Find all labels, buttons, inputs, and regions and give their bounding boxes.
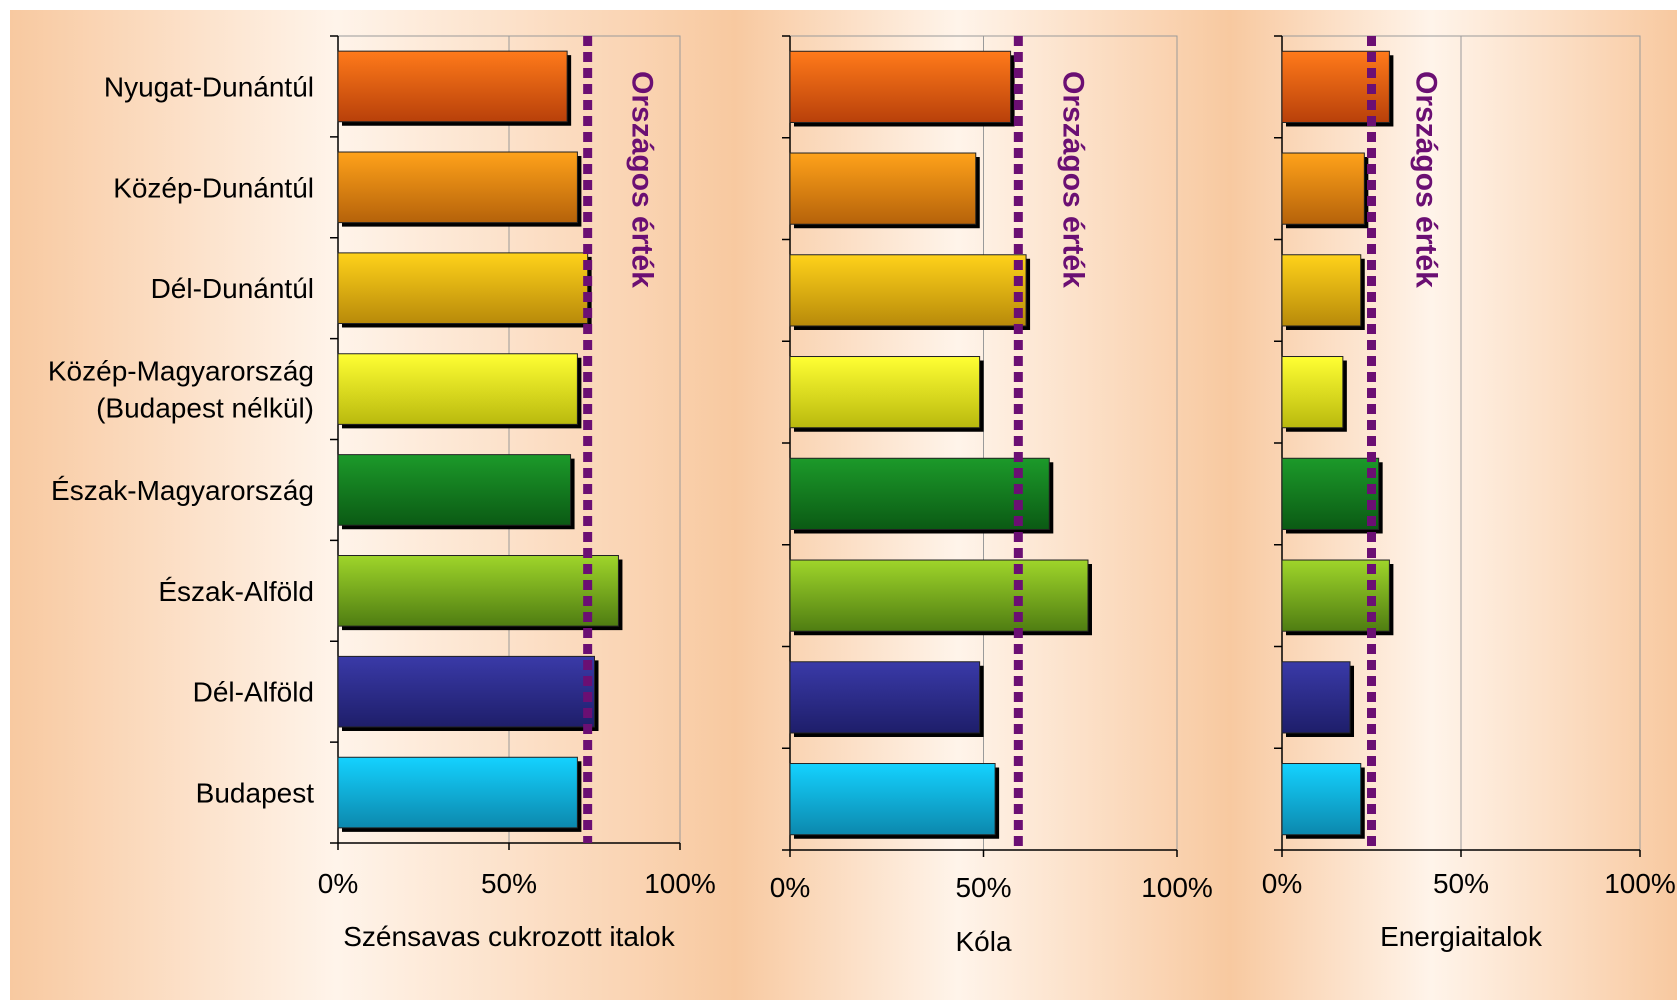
- bar: [337, 555, 619, 627]
- bar: [337, 50, 568, 123]
- bar: [1281, 763, 1362, 836]
- x-tick-label: 100%: [1141, 872, 1213, 903]
- reference-line-label: Országos érték: [1056, 71, 1089, 288]
- x-axis-label: Energiaitalok: [1380, 921, 1543, 952]
- x-tick-label: 100%: [644, 868, 716, 899]
- bar: [1281, 356, 1344, 429]
- chart-panel-1: 0% 50% 100% Országos érték Szénsavas cukrozo…: [10, 10, 735, 1000]
- x-tick-label: 50%: [481, 868, 537, 899]
- bar: [337, 756, 578, 829]
- bar: [1281, 457, 1380, 530]
- reference-line-label: Országos érték: [1410, 71, 1443, 288]
- bar: [789, 356, 981, 429]
- bar: [337, 454, 572, 526]
- x-tick-label: 100%: [1604, 868, 1676, 899]
- chart-panel-2: 0% 50% 100% Országos érték Kóla: [735, 10, 1230, 1000]
- x-tick-label: 0%: [1262, 868, 1302, 899]
- x-axis-label: Szénsavas cukrozott italok: [343, 921, 675, 952]
- bar: [789, 457, 1050, 530]
- category-label: Dél-Dunántúl: [151, 273, 314, 304]
- chart-panel-3: 0% 50% 100% Országos érték Energiaitalok: [1230, 10, 1677, 1000]
- bar: [337, 151, 578, 224]
- bar: [337, 252, 589, 324]
- category-label: (Budapest nélkül): [96, 393, 314, 424]
- x-tick-label: 50%: [955, 872, 1011, 903]
- x-tick-label: 50%: [1433, 868, 1489, 899]
- category-label: Közép-Magyarország: [48, 356, 314, 387]
- reference-line-label: Országos érték: [626, 71, 659, 288]
- x-axis-label: Kóla: [955, 926, 1011, 957]
- bar: [1281, 661, 1351, 734]
- bar: [789, 254, 1027, 327]
- category-label: Észak-Magyarország: [51, 475, 314, 506]
- x-tick-label: 0%: [318, 868, 358, 899]
- bar: [789, 661, 981, 734]
- bar: [1281, 152, 1365, 225]
- category-label: Dél-Alföld: [193, 677, 314, 708]
- bar: [789, 50, 1012, 123]
- x-tick-label: 0%: [770, 872, 810, 903]
- category-label: Közép-Dunántúl: [113, 172, 314, 203]
- category-label: Észak-Alföld: [158, 576, 314, 607]
- category-label: Budapest: [196, 778, 315, 809]
- bar: [1281, 254, 1362, 327]
- bar: [337, 655, 595, 728]
- bar: [337, 353, 578, 425]
- category-label: Nyugat-Dunántúl: [104, 71, 314, 102]
- bar: [789, 152, 977, 225]
- bar: [789, 559, 1089, 632]
- bar: [789, 763, 996, 836]
